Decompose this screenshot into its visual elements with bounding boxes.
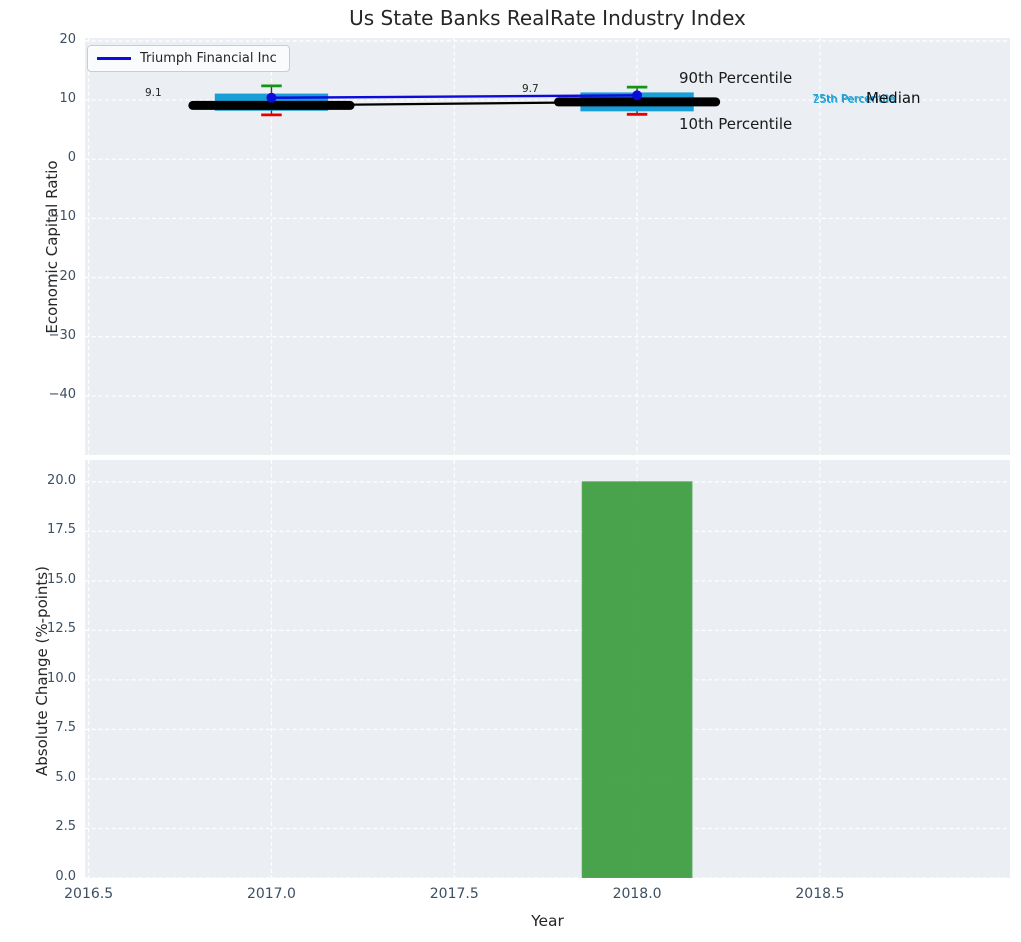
y-tick-label: 20.0 (47, 472, 76, 488)
top-chart-svg (85, 38, 1010, 455)
bottom-chart-svg (85, 460, 1010, 878)
y-tick-label: −30 (48, 327, 76, 343)
legend-label: Triumph Financial Inc (140, 51, 277, 66)
y-tick-label: −40 (48, 386, 76, 402)
x-tick-label: 2017.5 (429, 886, 479, 902)
x-tick-label: 2016.5 (64, 886, 114, 902)
y-tick-label: 17.5 (47, 522, 76, 538)
y-tick-label: 2.5 (55, 819, 76, 835)
label-median: Median (866, 89, 921, 107)
label-90th-percentile: 90th Percentile (679, 69, 793, 87)
y-tick-label: 0.0 (55, 869, 76, 884)
x-tick-label: 2018.5 (795, 886, 845, 902)
x-tick-label: 2017.0 (246, 886, 296, 902)
y-tick-label: 12.5 (47, 621, 76, 637)
legend[interactable]: Triumph Financial Inc (87, 45, 290, 72)
x-tick-label: 2018.0 (612, 886, 662, 902)
x-axis-label: Year (531, 912, 564, 930)
triumph-marker (266, 92, 277, 103)
annotation-median-2018: 9.7 (522, 83, 539, 95)
y-tick-label: −20 (48, 268, 76, 284)
triumph-marker (632, 90, 643, 101)
y-tick-label: 0 (67, 150, 76, 166)
label-25th-percentile: 25th Percentile (813, 93, 897, 106)
annotation-median-2017: 9.1 (145, 87, 162, 99)
y-tick-label: 15.0 (47, 571, 76, 587)
legend-line-swatch (97, 57, 131, 60)
label-10th-percentile: 10th Percentile (679, 115, 793, 133)
y-tick-label: 20 (59, 31, 76, 47)
chart-title: Us State Banks RealRate Industry Index (349, 6, 746, 30)
y-tick-label: 10.0 (47, 670, 76, 686)
y-tick-label: 5.0 (55, 769, 76, 785)
change-bar (581, 481, 693, 878)
label-75th-percentile: 75th Percentile (812, 92, 896, 105)
triumph-line (271, 94, 638, 99)
y-tick-label: −10 (48, 209, 76, 225)
y-tick-label: 7.5 (55, 720, 76, 736)
bottom-plot-area (85, 460, 1010, 878)
y-tick-label: 10 (59, 91, 76, 107)
